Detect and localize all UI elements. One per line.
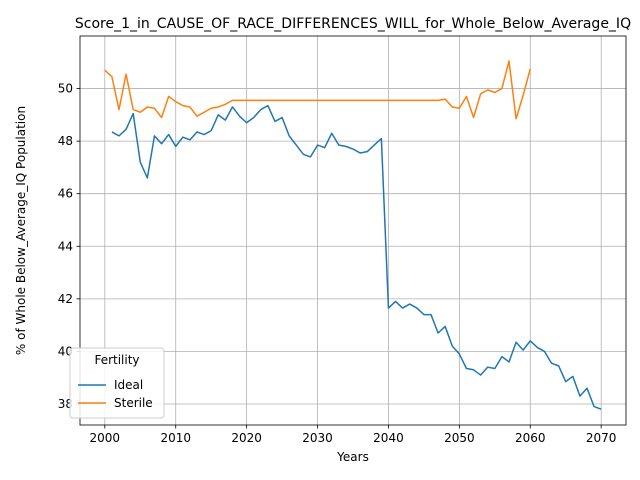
x-tick-label: 2070 bbox=[586, 431, 617, 445]
y-tick-label: 46 bbox=[58, 187, 73, 201]
y-tick-label: 42 bbox=[58, 292, 73, 306]
y-tick-label: 44 bbox=[58, 239, 73, 253]
x-tick-label: 2020 bbox=[231, 431, 262, 445]
x-tick-label: 2010 bbox=[160, 431, 191, 445]
chart-title: Score_1_in_CAUSE_OF_RACE_DIFFERENCES_WIL… bbox=[75, 16, 631, 32]
legend-label-ideal: Ideal bbox=[114, 378, 143, 392]
series-line-ideal bbox=[111, 104, 602, 410]
y-axis-ticks: 38 40 42 44 46 48 50 bbox=[58, 82, 80, 411]
x-axis-ticks: 2000 2010 2020 2030 2040 2050 2060 2070 bbox=[90, 425, 617, 445]
legend-box bbox=[69, 347, 165, 419]
x-tick-label: 2040 bbox=[373, 431, 404, 445]
y-tick-label: 48 bbox=[58, 134, 73, 148]
x-tick-label: 2000 bbox=[90, 431, 121, 445]
plot-frame bbox=[79, 35, 627, 426]
series-line-sterile bbox=[104, 60, 531, 120]
y-tick-label: 38 bbox=[58, 397, 73, 411]
y-axis-label: % of Whole Below_Average_IQ Population bbox=[14, 106, 28, 355]
y-tick-label: 40 bbox=[58, 344, 73, 358]
x-tick-label: 2030 bbox=[302, 431, 333, 445]
x-tick-label: 2050 bbox=[444, 431, 475, 445]
x-tick-label: 2060 bbox=[515, 431, 546, 445]
legend: Fertility Ideal Sterile bbox=[69, 347, 165, 419]
y-tick-label: 50 bbox=[58, 82, 73, 96]
x-axis-label: Years bbox=[336, 450, 369, 464]
legend-label-sterile: Sterile bbox=[114, 396, 153, 410]
series-lines bbox=[104, 60, 602, 410]
legend-title: Fertility bbox=[94, 353, 139, 367]
